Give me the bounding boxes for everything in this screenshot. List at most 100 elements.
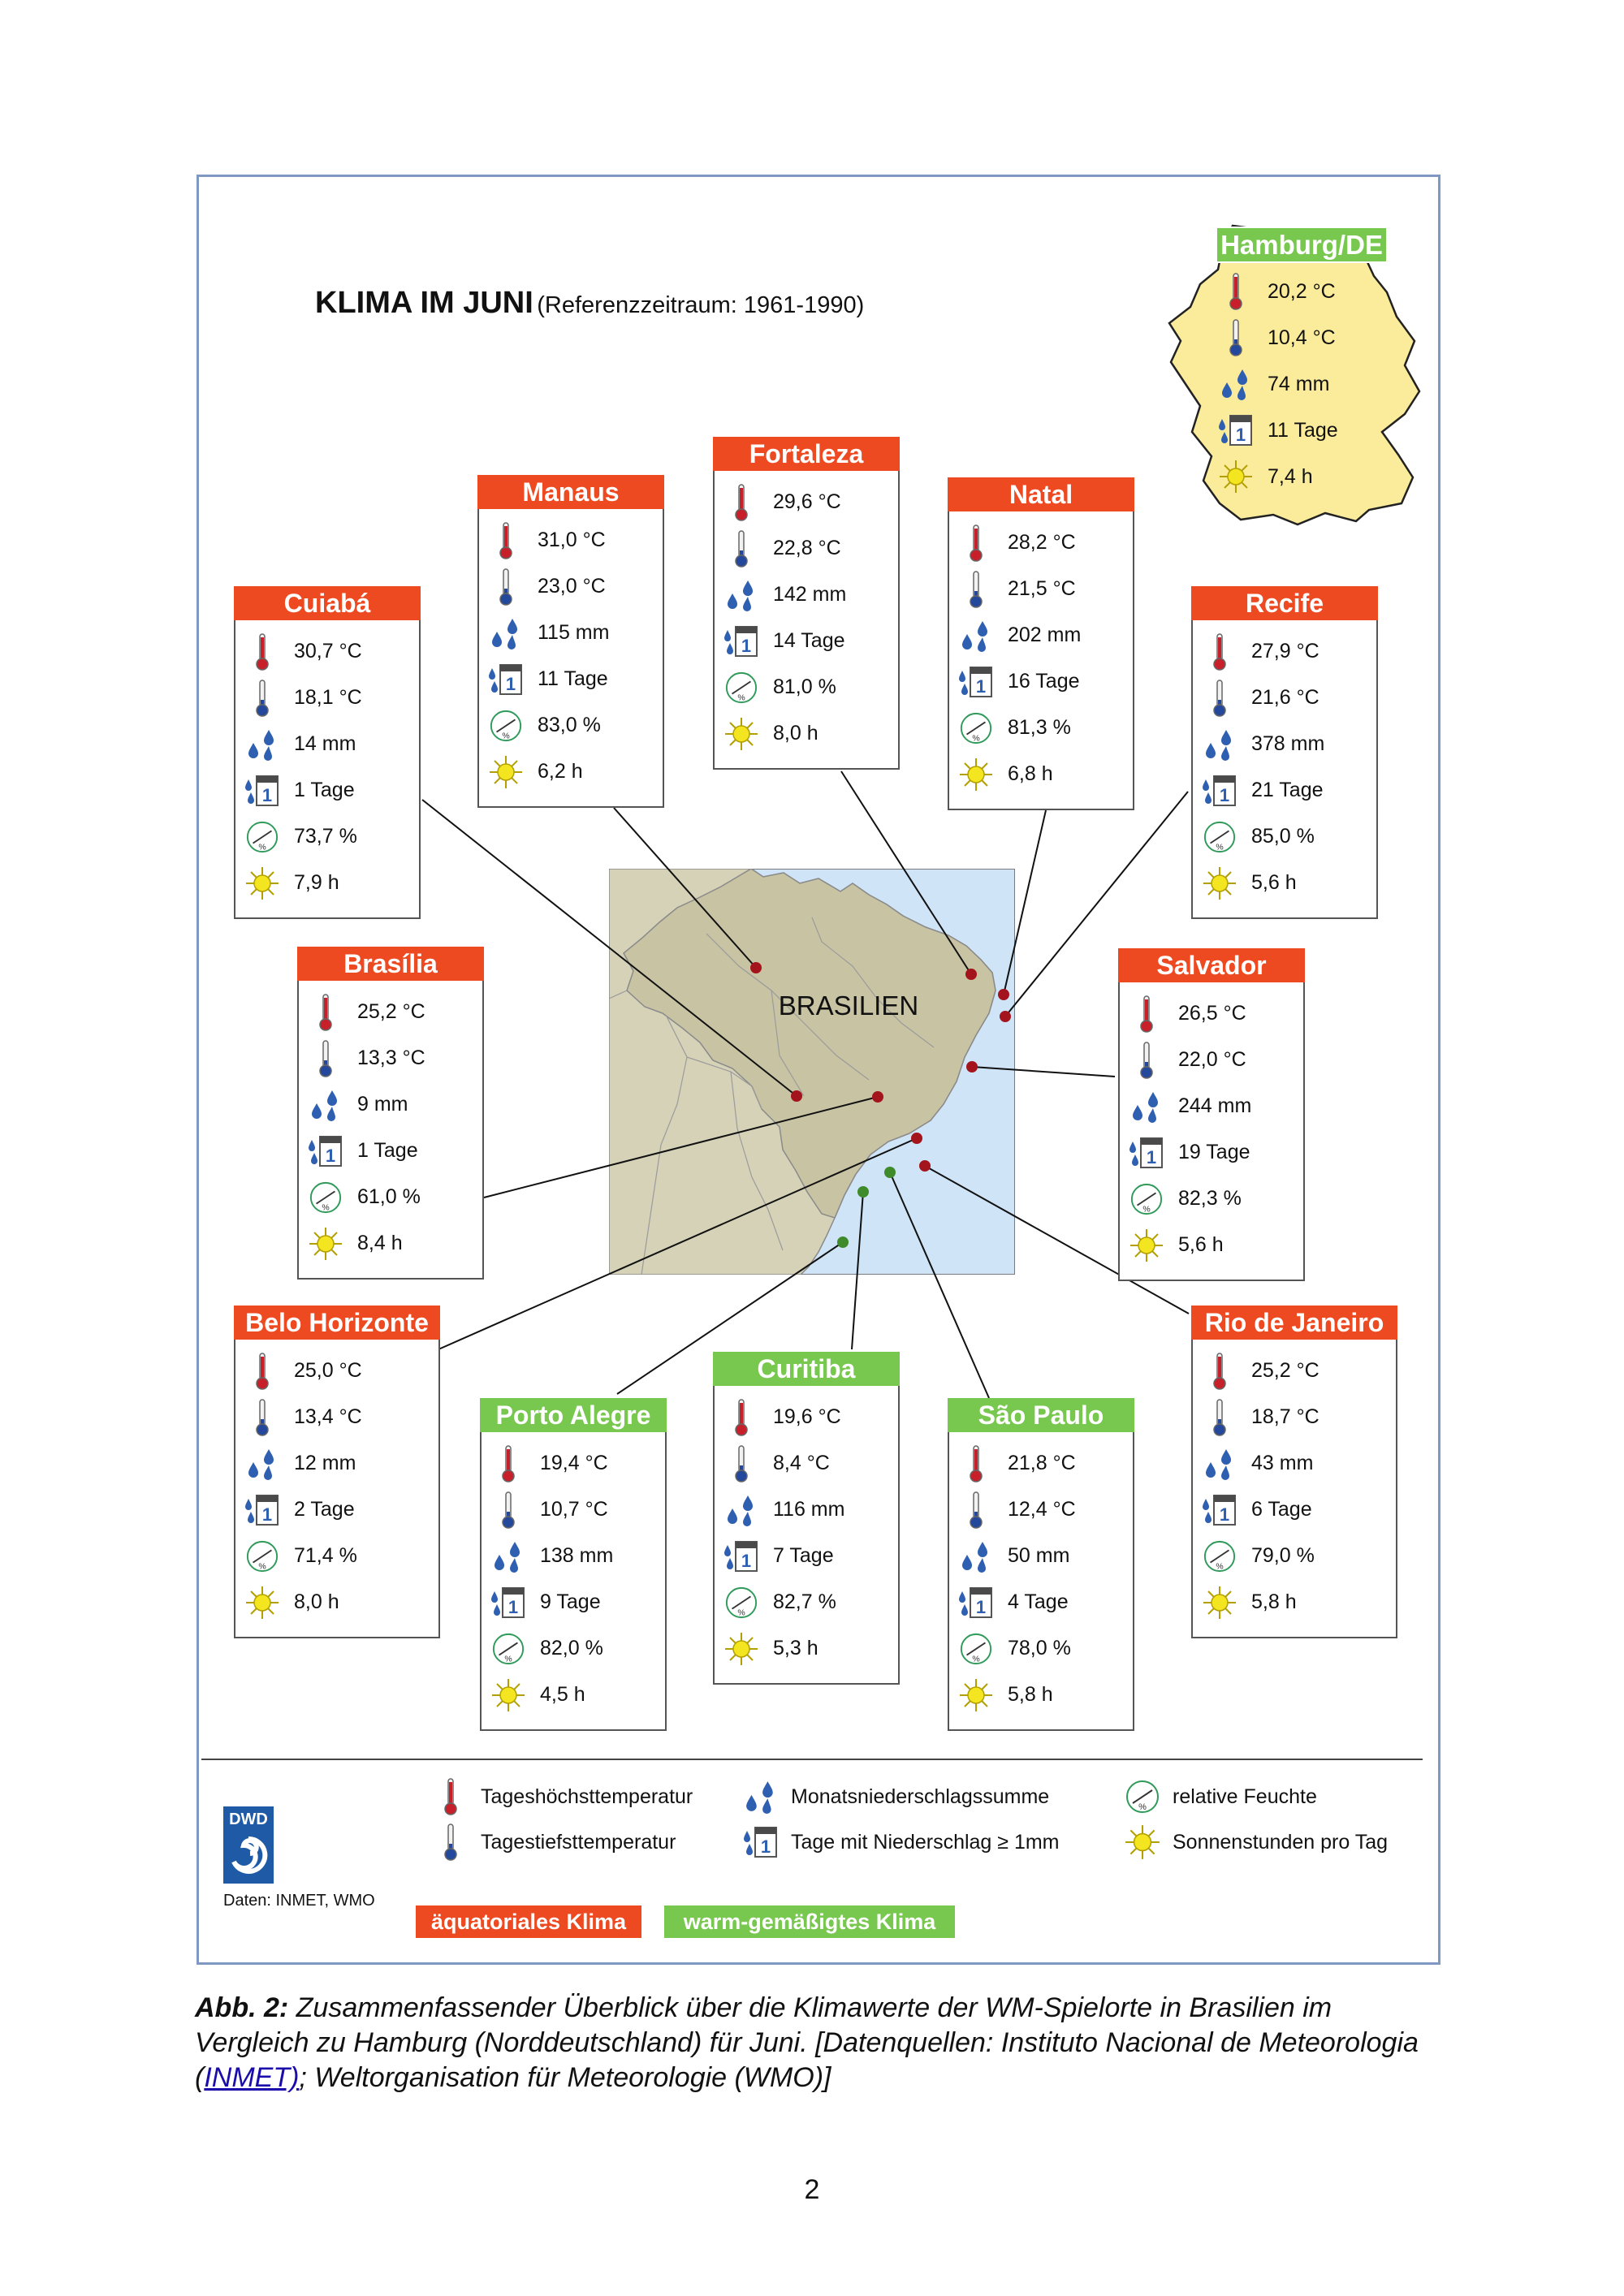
city-max-temp: 19,4 °C (540, 1452, 608, 1474)
figure-title: KLIMA IM JUNI (Referenzzeitraum: 1961-19… (315, 286, 864, 321)
city-humidity: 85,0 % (1251, 825, 1315, 848)
svg-text:%: % (504, 1654, 512, 1664)
thermometer-high-icon (721, 1397, 762, 1438)
city-rain-days: 14 Tage (773, 629, 845, 652)
city-sunshine: 8,0 h (294, 1590, 339, 1613)
city-sunshine: 6,2 h (538, 760, 583, 783)
city-min-temp-row: 10,7 °C (482, 1487, 665, 1533)
city-rain-days: 1 Tage (357, 1139, 418, 1162)
svg-text:1: 1 (506, 674, 516, 694)
city-sunshine: 6,8 h (1008, 762, 1053, 785)
svg-text:%: % (1138, 1802, 1147, 1812)
svg-text:%: % (502, 731, 509, 740)
data-source: Daten: INMET, WMO (223, 1892, 375, 1910)
city-humidity-row: % 78,0 % (949, 1625, 1133, 1672)
thermometer-high-icon (1126, 994, 1167, 1034)
svg-text:%: % (737, 693, 745, 702)
hamburg-title: Hamburg/DE (1216, 227, 1388, 263)
svg-text:1: 1 (1147, 1147, 1156, 1167)
city-precip: 43 mm (1251, 1452, 1314, 1474)
svg-text:1: 1 (741, 636, 751, 656)
city-min-temp: 22,8 °C (773, 537, 841, 559)
svg-text:%: % (258, 842, 266, 852)
hygrometer-icon: % (488, 1629, 529, 1669)
city-precip: 12 mm (294, 1452, 356, 1474)
legend-min-temp-label: Tagestiefsttemperatur (481, 1830, 676, 1854)
city-rain-days-row: 1 1 Tage (235, 767, 419, 814)
rain-calendar-icon: 1 (1199, 770, 1240, 811)
city-min-temp: 21,5 °C (1008, 577, 1076, 600)
thermometer-low-icon (721, 529, 762, 569)
city-max-temp-row: 25,2 °C (1193, 1348, 1396, 1394)
city-min-temp: 10,7 °C (540, 1498, 608, 1521)
legend-humidity: % relative Feuchte (1121, 1775, 1317, 1819)
thermometer-low-icon (1199, 1397, 1240, 1438)
city-rain-days-row: 1 6 Tage (1193, 1487, 1396, 1533)
raindrops-icon (721, 1490, 762, 1530)
sun-icon (721, 714, 762, 754)
city-card-title: Salvador (1118, 948, 1305, 982)
city-card: Porto Alegre 19,4 °C 10,7 °C 138 mm 1 9 Tage%… (480, 1398, 667, 1731)
thermometer-low-icon (242, 1397, 283, 1438)
city-humidity-row: % 82,0 % (482, 1625, 665, 1672)
thermometer-low-icon (242, 678, 283, 719)
legend-precip: Monatsniederschlagssumme (739, 1775, 1049, 1819)
city-precip-row: 115 mm (479, 610, 663, 656)
legend-rain-days: 1 Tage mit Niederschlag ≥ 1mm (739, 1820, 1060, 1864)
legend-min-temp: Tagestiefsttemperatur (429, 1820, 676, 1864)
city-max-temp: 30,7 °C (294, 640, 362, 662)
city-card: Natal 28,2 °C 21,5 °C 202 mm 1 16 Tage% 81,3 %… (948, 477, 1134, 810)
city-rain-days: 4 Tage (1008, 1590, 1069, 1613)
svg-text:%: % (258, 1561, 266, 1571)
city-humidity-row: % 61,0 % (299, 1174, 482, 1220)
city-max-temp-row: 21,8 °C (949, 1440, 1133, 1487)
thermometer-high-icon (242, 1351, 283, 1392)
caption-inmet-link[interactable]: INMET) (204, 2062, 300, 2093)
city-precip: 142 mm (773, 583, 847, 606)
city-card: Curitiba 19,6 °C 8,4 °C 116 mm 1 7 Tage% 82,7 … (713, 1352, 900, 1685)
city-card-title: Porto Alegre (480, 1398, 667, 1432)
svg-text:1: 1 (761, 1836, 771, 1857)
svg-text:1: 1 (1236, 425, 1246, 445)
rain-calendar-icon: 1 (739, 1820, 783, 1864)
city-sunshine: 5,6 h (1251, 871, 1297, 894)
dwd-logo-text: DWD (229, 1810, 268, 1828)
city-precip-row: 378 mm (1193, 721, 1376, 767)
city-precip: 202 mm (1008, 624, 1082, 646)
thermometer-high-icon (305, 992, 346, 1033)
city-precip-row: 202 mm (949, 612, 1133, 658)
sun-icon (1216, 456, 1256, 497)
city-min-temp-row: 22,0 °C (1120, 1037, 1303, 1083)
city-min-temp-row: 23,0 °C (479, 563, 663, 610)
city-rain-days: 7 Tage (773, 1544, 834, 1567)
city-min-temp-row: 21,6 °C (1193, 675, 1376, 721)
city-humidity: 82,0 % (540, 1637, 603, 1659)
city-min-temp: 13,4 °C (294, 1405, 362, 1428)
legend-temperate-badge: warm-gemäßigtes Klima (664, 1905, 955, 1938)
raindrops-icon (1199, 724, 1240, 765)
hygrometer-icon: % (1199, 1536, 1240, 1577)
hygrometer-icon: % (1126, 1179, 1167, 1219)
city-sunshine: 5,6 h (1178, 1233, 1224, 1256)
city-precip: 138 mm (540, 1544, 614, 1567)
city-card: Belo Horizonte 25,0 °C 13,4 °C 12 mm 1 2 Tage… (234, 1306, 440, 1638)
legend-rain-days-label: Tage mit Niederschlag ≥ 1mm (791, 1830, 1060, 1854)
city-humidity: 82,7 % (773, 1590, 836, 1613)
city-min-temp: 22,0 °C (1178, 1048, 1246, 1071)
city-card-title: Rio de Janeiro (1191, 1306, 1397, 1340)
raindrops-icon (1199, 1444, 1240, 1484)
svg-text:1: 1 (262, 785, 272, 805)
thermometer-high-icon (486, 520, 526, 561)
city-min-temp-row: 21,5 °C (949, 566, 1133, 612)
hamburg-precip-row: 74 mm (1216, 364, 1329, 404)
hygrometer-icon: % (242, 817, 283, 857)
sun-icon (242, 1582, 283, 1623)
city-precip: 14 mm (294, 732, 356, 755)
city-card-title: Recife (1191, 586, 1378, 620)
city-min-temp-row: 13,3 °C (299, 1035, 482, 1081)
legend-precip-label: Monatsniederschlagssumme (791, 1785, 1050, 1808)
thermometer-low-icon (429, 1820, 473, 1864)
svg-text:1: 1 (508, 1597, 518, 1617)
sun-icon (1121, 1820, 1164, 1864)
city-humidity-row: % 82,7 % (715, 1579, 898, 1625)
